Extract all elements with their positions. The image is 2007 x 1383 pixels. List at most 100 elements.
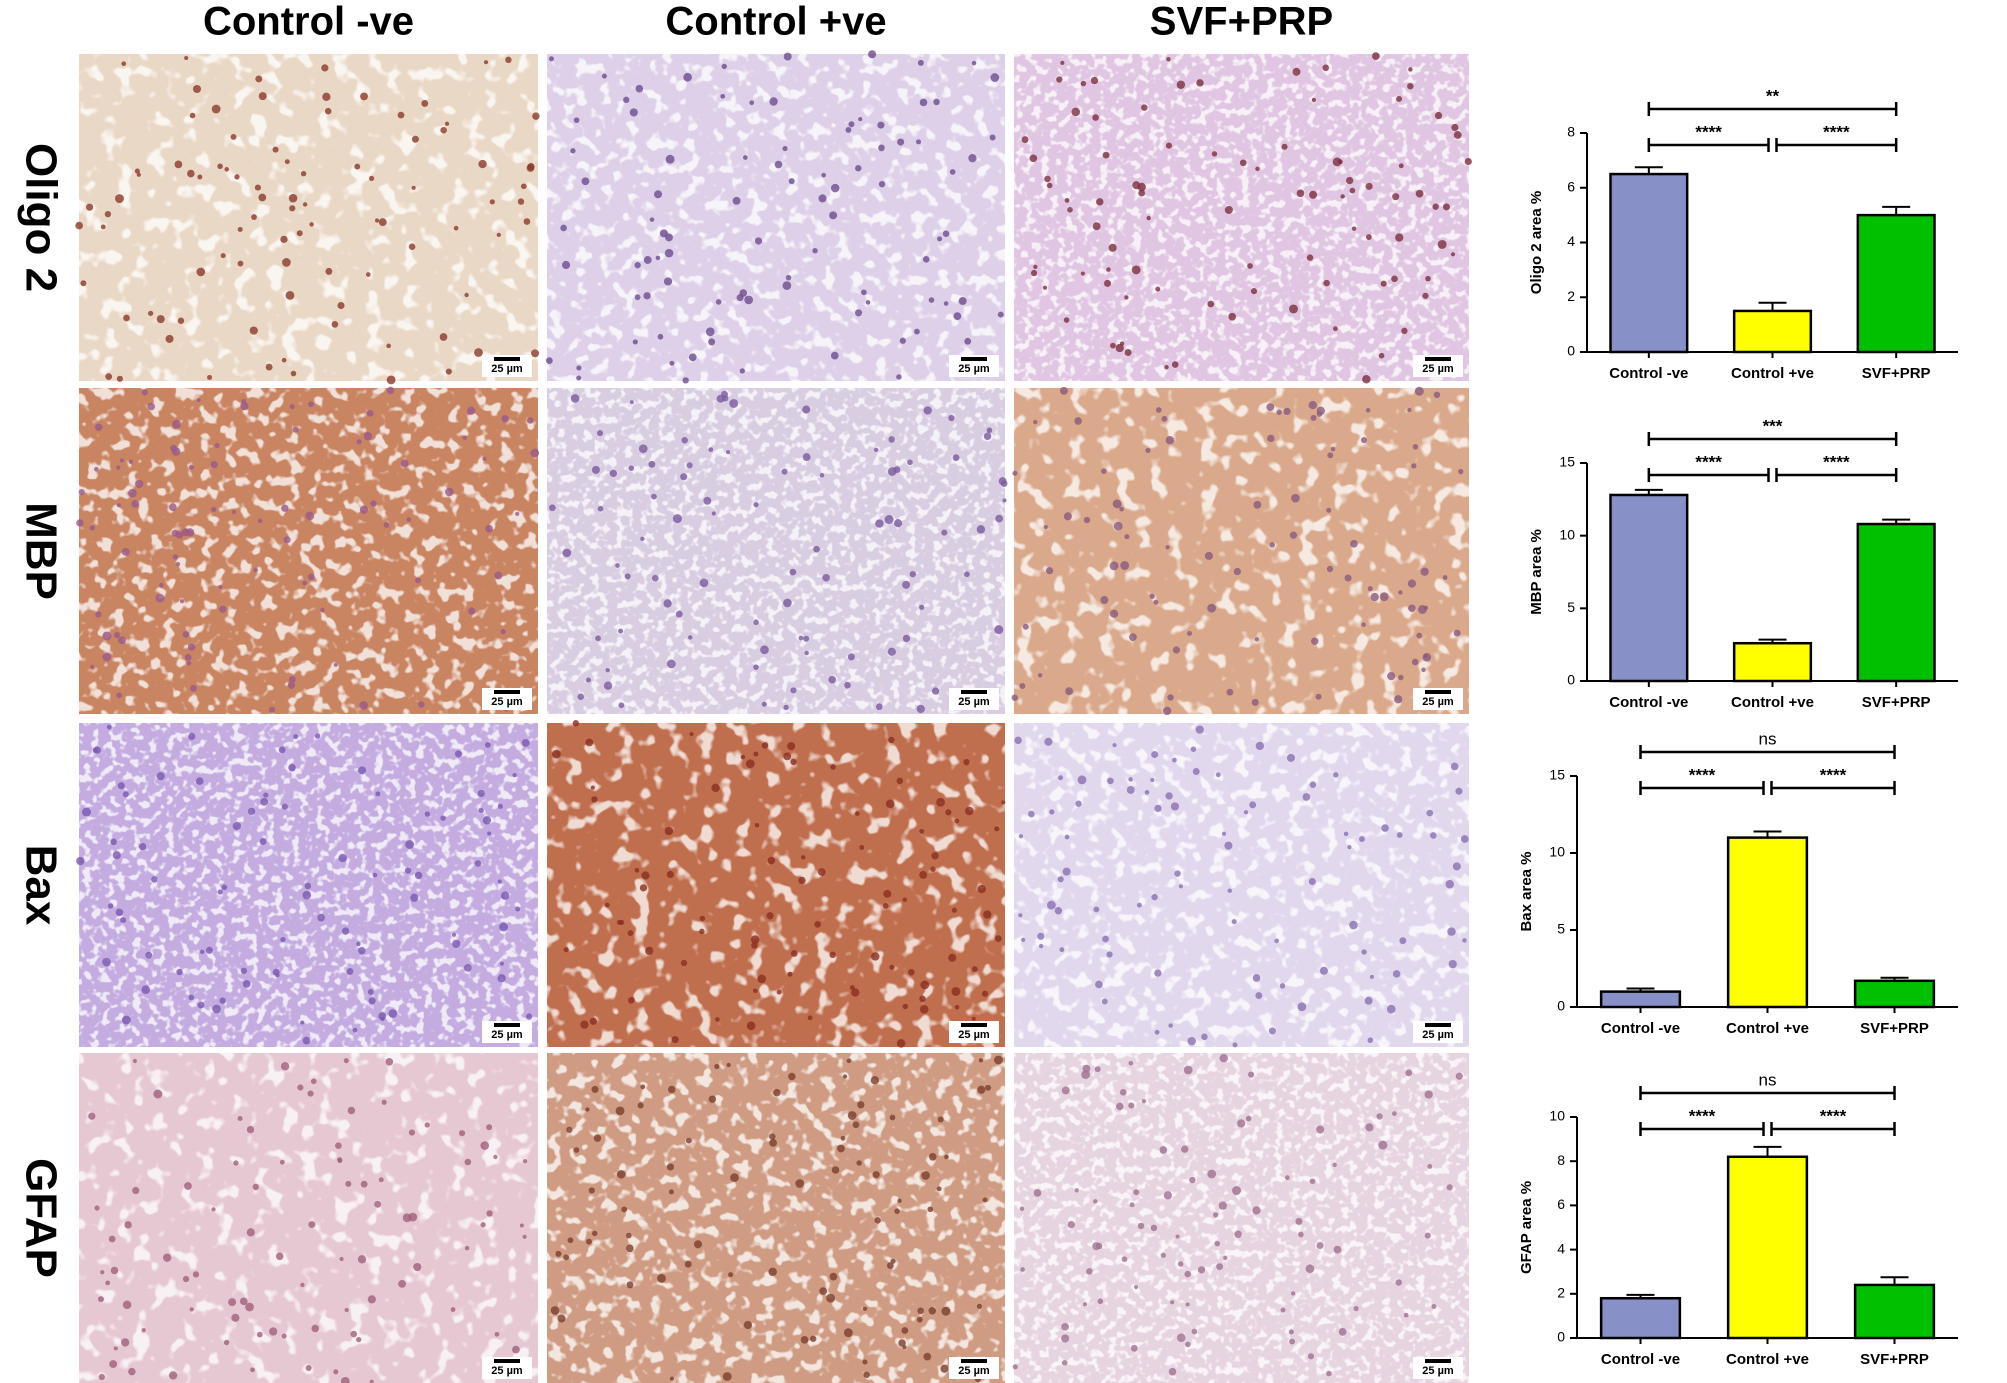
y-tick-label: 2 [1557, 1285, 1565, 1301]
nucleus [378, 1177, 384, 1183]
micrograph-texture [79, 54, 538, 381]
nucleus [1447, 927, 1456, 936]
nucleus [121, 547, 130, 556]
nucleus [444, 121, 450, 126]
nucleus [1074, 417, 1082, 425]
nucleus [1423, 605, 1429, 611]
nucleus [302, 580, 307, 586]
nucleus [1081, 1070, 1091, 1080]
micrograph-texture [547, 723, 1005, 1047]
nucleus [651, 493, 657, 500]
nucleus [1046, 900, 1056, 910]
nucleus [1394, 695, 1403, 704]
nucleus [626, 1281, 634, 1289]
nucleus [421, 100, 429, 107]
nucleus [116, 692, 122, 699]
nucleus [322, 92, 331, 101]
nucleus [593, 1134, 602, 1142]
y-axis-label: GFAP area % [1518, 1181, 1535, 1274]
nucleus [790, 758, 797, 766]
nucleus [1425, 275, 1431, 282]
nucleus [108, 1235, 116, 1243]
nucleus [338, 853, 347, 863]
nucleus [485, 524, 493, 533]
nucleus [862, 1359, 868, 1365]
nucleus [500, 891, 510, 900]
nucleus [1306, 254, 1314, 261]
nucleus [497, 974, 506, 983]
nucleus [192, 84, 202, 94]
nucleus [609, 469, 618, 478]
nucleus [819, 1287, 828, 1296]
nucleus [882, 903, 889, 909]
nucleus [520, 183, 527, 190]
nucleus [919, 604, 925, 610]
nucleus [576, 375, 582, 381]
nucleus [1080, 80, 1087, 87]
nucleus [802, 453, 811, 462]
nucleus [1037, 932, 1045, 940]
bar [1856, 522, 1936, 683]
nucleus [1327, 452, 1334, 459]
nucleus [664, 248, 674, 258]
nucleus [1378, 352, 1385, 359]
nucleus [703, 496, 712, 505]
scale-bar-label: 25 µm [1422, 1365, 1454, 1377]
nucleus [1141, 104, 1148, 111]
nucleus [1226, 688, 1234, 696]
nucleus [767, 856, 776, 865]
nucleus [976, 1303, 982, 1309]
nucleus [1462, 938, 1467, 943]
nucleus [175, 531, 184, 539]
nucleus [1128, 1060, 1134, 1066]
nucleus [1150, 1224, 1158, 1232]
nucleus [989, 134, 996, 141]
nucleus [588, 1187, 595, 1194]
nucleus [76, 519, 84, 527]
nucleus [487, 831, 492, 836]
nucleus [381, 1099, 387, 1105]
nucleus [1316, 1125, 1325, 1134]
nucleus [1175, 1234, 1180, 1239]
nucleus [686, 462, 693, 469]
nucleus [176, 968, 183, 976]
nucleus [1427, 1164, 1433, 1169]
nucleus [250, 1367, 255, 1373]
nucleus [1274, 938, 1280, 944]
nucleus [773, 1088, 781, 1097]
nucleus [1403, 1312, 1409, 1318]
nucleus [726, 1062, 731, 1068]
nucleus [398, 1279, 406, 1288]
nucleus [121, 61, 127, 67]
nucleus [643, 292, 651, 300]
nucleus [629, 400, 634, 405]
nucleus [453, 225, 459, 231]
nucleus [625, 1232, 632, 1239]
nucleus [1062, 867, 1071, 876]
nucleus [464, 292, 469, 298]
nucleus [512, 772, 517, 778]
nucleus [360, 1180, 368, 1188]
nucleus [375, 791, 381, 797]
scale-bar [494, 690, 520, 694]
nucleus [285, 290, 295, 300]
nucleus [484, 741, 491, 748]
nucleus [408, 1129, 415, 1136]
nucleus [1401, 327, 1408, 335]
nucleus [632, 339, 638, 345]
nucleus [365, 272, 371, 277]
nucleus [585, 1107, 590, 1112]
nucleus [263, 792, 269, 798]
significance-label: **** [1695, 452, 1722, 471]
nucleus [753, 502, 759, 508]
nucleus [769, 1139, 777, 1147]
nucleus [597, 505, 604, 512]
y-tick-label: 6 [1557, 1196, 1565, 1212]
nucleus [337, 301, 345, 310]
nucleus [971, 1016, 976, 1021]
nucleus [964, 571, 970, 578]
nucleus [1133, 1189, 1140, 1196]
nucleus [746, 1021, 756, 1031]
nucleus [196, 397, 201, 403]
significance-bracket [1639, 745, 1896, 759]
